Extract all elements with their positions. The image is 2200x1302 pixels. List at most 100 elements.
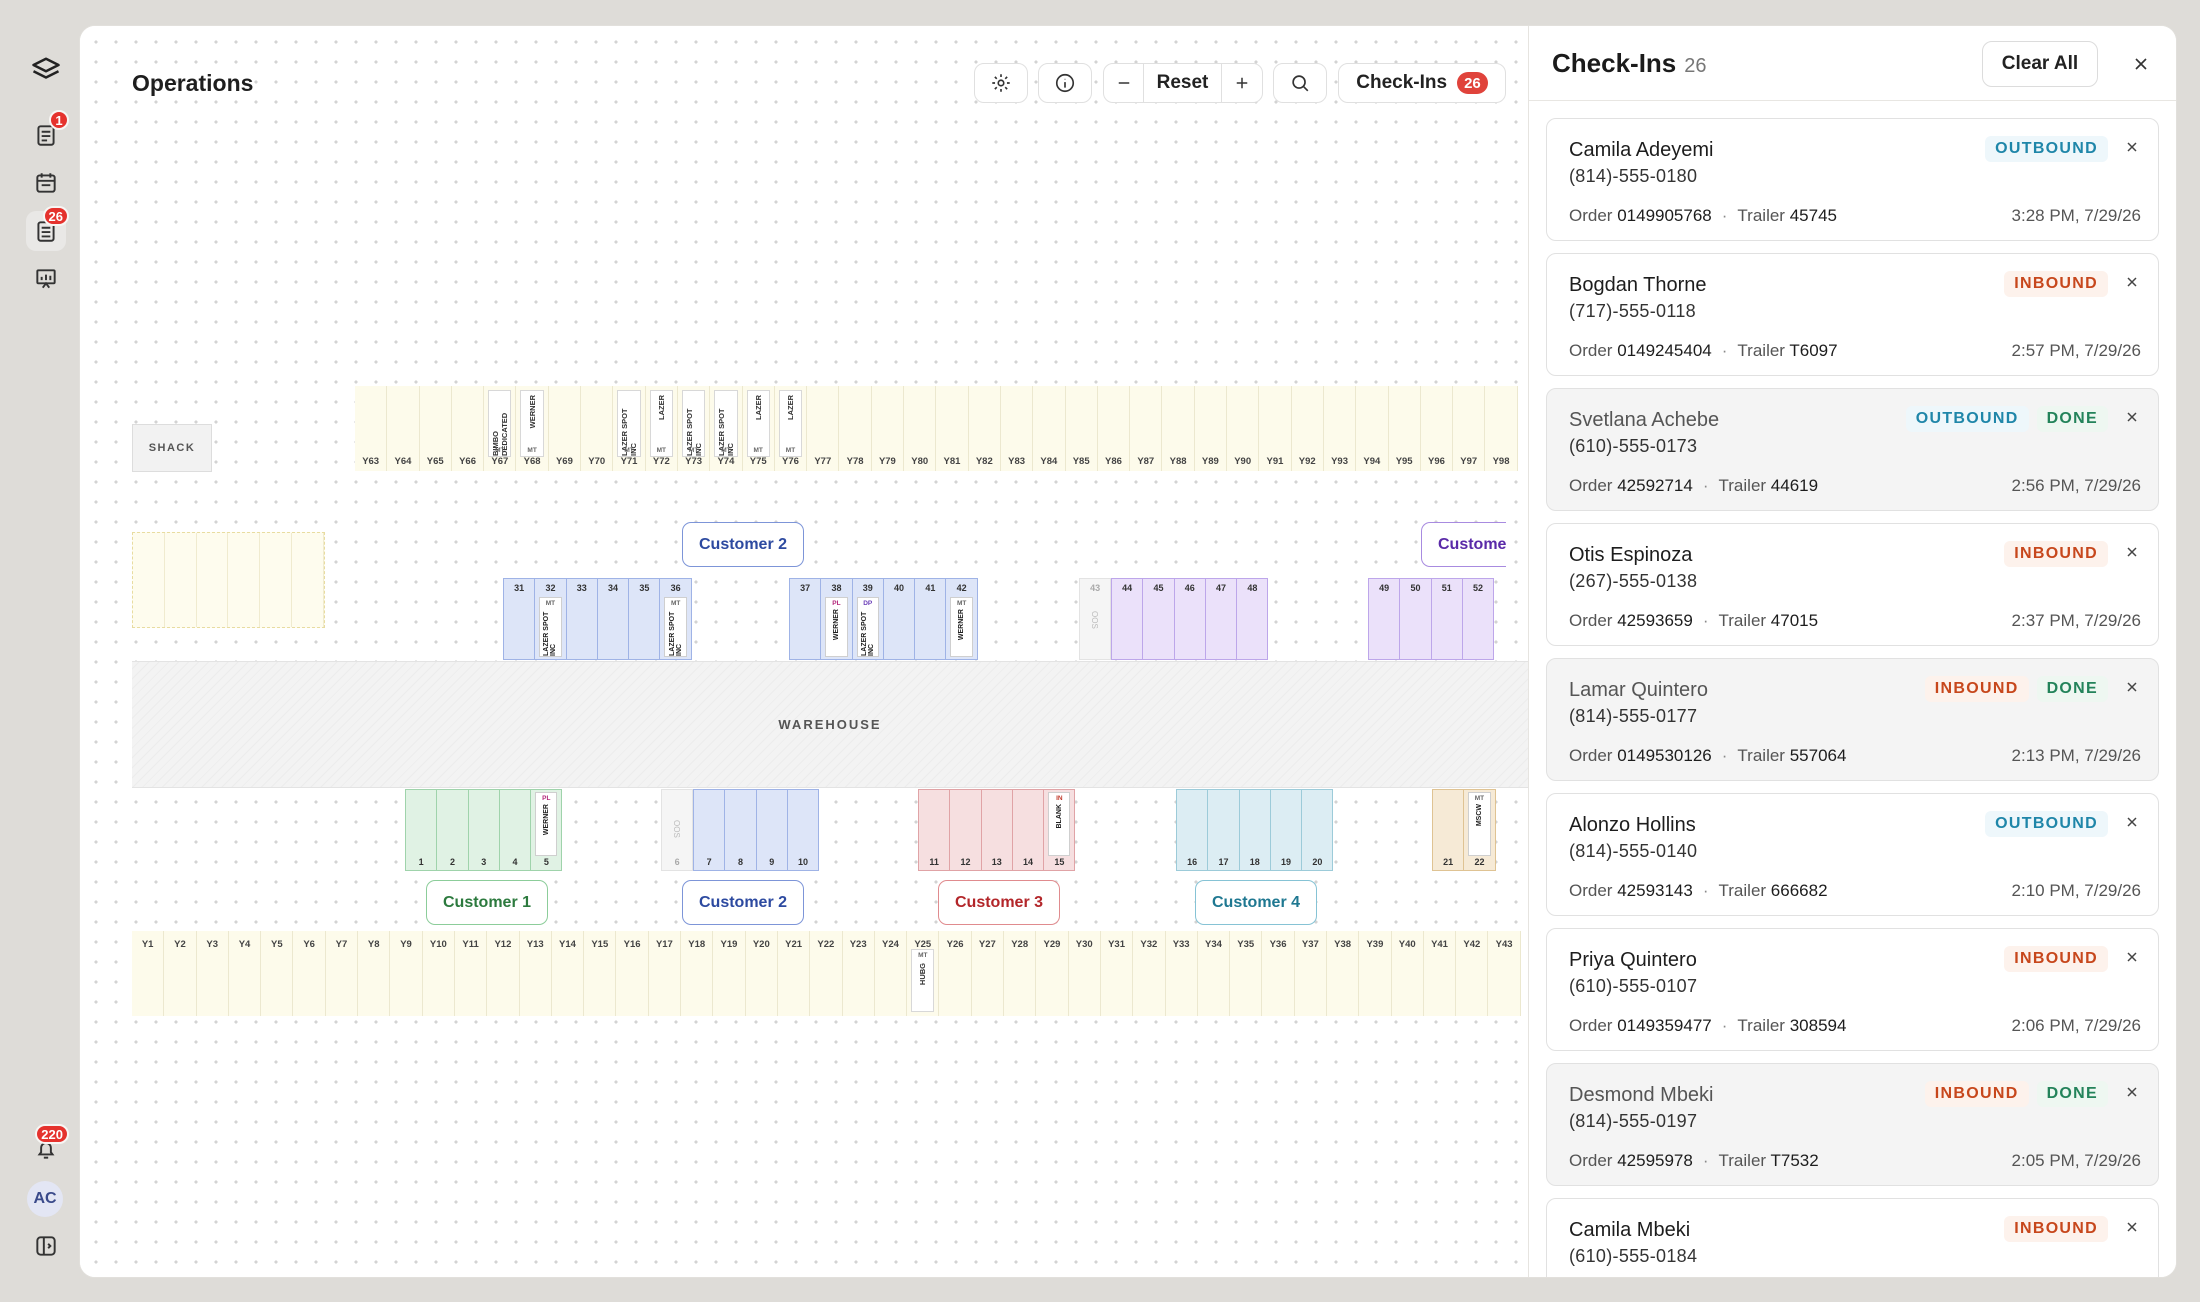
yard-slot[interactable]: Y16	[616, 931, 649, 1016]
yard-slot[interactable]: Y98	[1485, 386, 1518, 471]
dock-door[interactable]: 16	[1176, 789, 1209, 871]
dock-door[interactable]: 11	[918, 789, 951, 871]
checkin-card[interactable]: Svetlana Achebe (610)-555-0173 Order 42592…	[1546, 388, 2159, 511]
yard-slot[interactable]: Y28	[1004, 931, 1037, 1016]
yard-slot[interactable]: Y68 WERNER MT	[516, 386, 549, 471]
dock-door[interactable]: 49	[1368, 578, 1401, 660]
dock-door[interactable]: 9	[755, 789, 788, 871]
dismiss-checkin-button[interactable]	[2122, 407, 2142, 427]
yard-slot[interactable]: Y74 LAZER SPOT INC MT	[710, 386, 743, 471]
reset-zoom-button[interactable]: Reset	[1144, 64, 1222, 102]
dismiss-checkin-button[interactable]	[2122, 947, 2142, 967]
dock-door[interactable]: 46	[1173, 578, 1206, 660]
customer-2-top-label[interactable]: Customer 2	[682, 522, 805, 567]
dock-trailer[interactable]: MT LAZER SPOT INC	[664, 597, 687, 657]
dock-door[interactable]: 50	[1399, 578, 1432, 660]
yard-slot[interactable]: Y13	[519, 931, 552, 1016]
yard-slot[interactable]: Y71 LAZER SPOT INC MT	[613, 386, 646, 471]
dock-trailer[interactable]: MT MSCW	[1468, 792, 1491, 856]
dismiss-checkin-button[interactable]	[2122, 812, 2142, 832]
checkin-card[interactable]: Camila Adeyemi (814)-555-0180 Order 014990…	[1546, 118, 2159, 241]
dock-trailer[interactable]: MT LAZER SPOT INC	[539, 597, 562, 657]
dock-door[interactable]: 7	[693, 789, 726, 871]
dock-door-oos[interactable]: 6 OOS	[661, 789, 694, 871]
dock-door[interactable]: 19	[1269, 789, 1303, 871]
yard-slot[interactable]: Y34	[1197, 931, 1231, 1016]
dock-door[interactable]: 41	[914, 578, 947, 660]
yard-slot[interactable]: Y6	[293, 931, 326, 1016]
dock-door[interactable]: 36 MT LAZER SPOT INC	[659, 578, 692, 660]
yard-slot[interactable]: Y42	[1456, 931, 1489, 1016]
yard-slot[interactable]: Y72 LAZER MT	[645, 386, 678, 471]
dismiss-checkin-button[interactable]	[2122, 1082, 2142, 1102]
yard-slot[interactable]: Y18	[681, 931, 714, 1016]
yard-slot[interactable]: Y70	[581, 386, 614, 471]
yard-slot[interactable]: Y82	[968, 386, 1001, 471]
operations-canvas[interactable]: Operations Reset Check-Ins 26 SHACK Y63 Y…	[80, 26, 1528, 1277]
checkin-card[interactable]: Priya Quintero (610)-555-0107 Order 014935…	[1546, 928, 2159, 1051]
zoom-in-button[interactable]	[1222, 64, 1262, 102]
dock-door[interactable]: 12	[949, 789, 982, 871]
checkin-card[interactable]: Desmond Mbeki (814)-555-0197 Order 4259597…	[1546, 1063, 2159, 1186]
customer-1-label[interactable]: Customer 1	[426, 880, 549, 925]
dock-door[interactable]: 17	[1207, 789, 1240, 871]
yard-slot[interactable]: Y32	[1133, 931, 1166, 1016]
yard-slot[interactable]: Y94	[1356, 386, 1389, 471]
dismiss-checkin-button[interactable]	[2122, 542, 2142, 562]
dock-door[interactable]: 35	[628, 578, 661, 660]
yard-slot[interactable]: Y9	[390, 931, 423, 1016]
yard-slot[interactable]: Y35	[1230, 931, 1263, 1016]
dock-door[interactable]: 20	[1301, 789, 1334, 871]
yard-slot[interactable]: Y69	[548, 386, 582, 471]
customer-5-label[interactable]: Custome	[1421, 522, 1507, 567]
yard-slot[interactable]: Y41	[1423, 931, 1457, 1016]
dock-trailer[interactable]: PL WERNER	[535, 792, 558, 856]
customer-4-label[interactable]: Customer 4	[1195, 880, 1318, 925]
dock-door[interactable]: 38 PL WERNER	[820, 578, 853, 660]
checkins-toggle-button[interactable]: Check-Ins 26	[1338, 63, 1506, 103]
yard-slot[interactable]: Y14	[551, 931, 585, 1016]
close-panel-button[interactable]	[2127, 50, 2155, 78]
yard-slot[interactable]: Y83	[1000, 386, 1034, 471]
yard-slot[interactable]: Y63	[355, 386, 388, 471]
dock-trailer[interactable]: MT WERNER	[950, 597, 973, 657]
zoom-out-button[interactable]	[1104, 64, 1144, 102]
dismiss-checkin-button[interactable]	[2122, 137, 2142, 157]
yard-slot[interactable]: Y11	[454, 931, 488, 1016]
trailer[interactable]: LAZER MT	[746, 390, 770, 457]
dismiss-checkin-button[interactable]	[2122, 1217, 2142, 1237]
yard-slot[interactable]: Y85	[1065, 386, 1098, 471]
yard-slot[interactable]: Y37	[1294, 931, 1327, 1016]
yard-slot[interactable]: Y64	[387, 386, 420, 471]
yard-slot[interactable]: Y87	[1130, 386, 1163, 471]
yard-slot[interactable]: Y20	[745, 931, 778, 1016]
yard-slot[interactable]: Y81	[936, 386, 969, 471]
yard-slot[interactable]: Y8	[358, 931, 391, 1016]
dock-door[interactable]: 40	[882, 578, 916, 660]
yard-slot[interactable]: Y67 BIMBO DEDICATED MT	[484, 386, 517, 471]
yard-slot[interactable]: Y93	[1323, 386, 1357, 471]
yard-slot[interactable]: Y19	[713, 931, 746, 1016]
yard-slot[interactable]: Y22	[810, 931, 843, 1016]
dock-door[interactable]: 15 IN BLANK	[1043, 789, 1076, 871]
settings-button[interactable]	[974, 63, 1028, 103]
yard-slot[interactable]: Y90	[1227, 386, 1260, 471]
yard-slot[interactable]: Y29	[1036, 931, 1069, 1016]
dock-door[interactable]: 8	[724, 789, 757, 871]
nav-checklist-icon[interactable]: 1	[26, 110, 69, 155]
clear-all-button[interactable]: Clear All	[1982, 41, 2098, 87]
yard-slot[interactable]: Y5	[261, 931, 294, 1016]
checkin-card[interactable]: Lamar Quintero (814)-555-0177 Order 014953…	[1546, 658, 2159, 781]
yard-slot[interactable]: Y4	[228, 931, 262, 1016]
nav-presentation-icon[interactable]	[26, 259, 66, 299]
search-button[interactable]	[1273, 63, 1327, 103]
sidebar-toggle-icon[interactable]	[26, 1226, 66, 1266]
dock-trailer[interactable]: PL WERNER	[825, 597, 848, 657]
trailer[interactable]: LAZER MT	[778, 390, 803, 457]
yard-slot[interactable]: Y86	[1097, 386, 1131, 471]
yard-slot[interactable]: Y95	[1388, 386, 1421, 471]
dock-door[interactable]: 34	[596, 578, 630, 660]
yard-slot[interactable]: Y73 LAZER SPOT INC MT	[677, 386, 711, 471]
yard-slot[interactable]: Y36	[1262, 931, 1295, 1016]
yard-slot[interactable]: Y92	[1291, 386, 1324, 471]
